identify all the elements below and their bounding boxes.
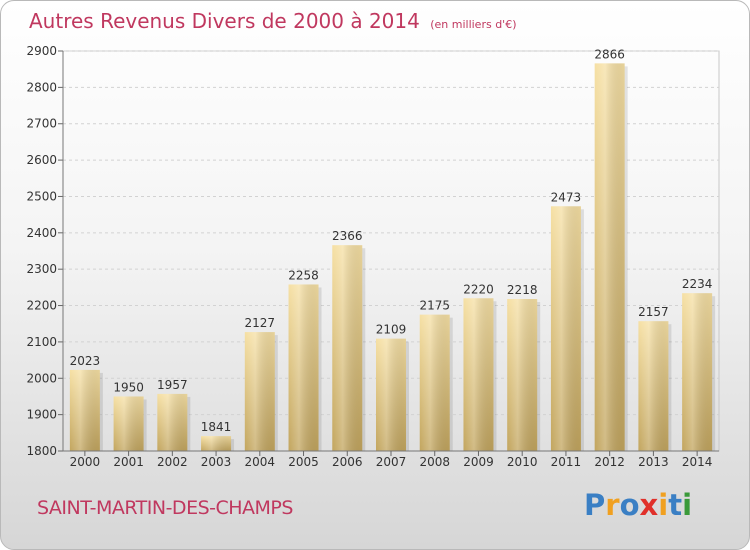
x-tick-label: 2001	[113, 455, 144, 469]
x-tick-label: 2008	[419, 455, 450, 469]
x-tick-label: 2006	[332, 455, 363, 469]
bar-group: 2023	[70, 354, 103, 451]
bar-value-label: 2234	[682, 277, 713, 291]
bar-value-label: 2127	[245, 316, 276, 330]
bar-highlight	[69, 369, 100, 451]
bar-group: 2109	[376, 323, 409, 451]
bar-highlight	[201, 436, 232, 451]
y-tick-label: 2500	[26, 189, 57, 203]
bar-group: 1841	[201, 420, 235, 451]
bar-group: 2218	[507, 283, 541, 451]
chart-subtitle: (en milliers d'€)	[430, 18, 517, 31]
bar-highlight	[288, 284, 319, 451]
y-tick-label: 2100	[26, 335, 57, 349]
bar-group: 2127	[245, 316, 278, 451]
bar-value-label: 1950	[113, 380, 144, 394]
bar-highlight	[463, 298, 494, 451]
y-tick-label: 2700	[26, 117, 57, 131]
bar-group: 2366	[332, 229, 366, 451]
logo-letter: t	[668, 488, 683, 522]
x-tick-label: 2014	[682, 455, 713, 469]
x-tick-label: 2013	[638, 455, 669, 469]
bar-value-label: 2866	[594, 47, 625, 61]
commune-name: SAINT-MARTIN-DES-CHAMPS	[37, 497, 293, 519]
bar-group: 2220	[463, 282, 497, 451]
y-tick-label: 2400	[26, 226, 57, 240]
bar-value-label: 2473	[551, 190, 582, 204]
x-tick-label: 2000	[70, 455, 101, 469]
logo-letter: o	[619, 488, 640, 522]
bar-group: 2157	[638, 305, 672, 451]
bar-value-label: 2220	[463, 282, 494, 296]
bar-value-label: 2023	[70, 354, 101, 368]
x-tick-label: 2007	[376, 455, 407, 469]
x-tick-label: 2012	[594, 455, 625, 469]
y-tick-label: 2300	[26, 262, 57, 276]
bar-value-label: 2258	[288, 268, 319, 282]
logo-letter: x	[639, 488, 659, 522]
bar-value-label: 2157	[638, 305, 669, 319]
y-tick-label: 2800	[26, 80, 57, 94]
x-tick-label: 2009	[463, 455, 494, 469]
bar-group: 1957	[157, 378, 191, 451]
bar-group: 2473	[551, 190, 584, 451]
bar-highlight	[682, 293, 713, 451]
bar-group: 2175	[419, 299, 453, 451]
bar-highlight	[550, 206, 581, 451]
x-tick-label: 2004	[245, 455, 276, 469]
x-tick-label: 2010	[507, 455, 538, 469]
x-tick-label: 2002	[157, 455, 188, 469]
bar-highlight	[157, 393, 188, 451]
bar-group: 2234	[682, 277, 716, 451]
logo-letter: i	[682, 488, 693, 522]
bar-group: 2866	[594, 47, 628, 451]
x-tick-label: 2003	[201, 455, 232, 469]
bar-group: 2258	[288, 268, 322, 451]
chart-title-text: Autres Revenus Divers de 2000 à 2014	[29, 9, 420, 33]
bar-group: 1950	[113, 380, 147, 451]
logo-letter: r	[605, 488, 620, 522]
y-tick-label: 1900	[26, 408, 57, 422]
bar-value-label: 2109	[376, 323, 407, 337]
bar-value-label: 2218	[507, 283, 538, 297]
bar-highlight	[594, 63, 625, 451]
x-tick-label: 2005	[288, 455, 319, 469]
logo-letter: P	[584, 488, 606, 522]
y-tick-label: 2900	[26, 44, 57, 58]
x-tick-label: 2011	[551, 455, 582, 469]
bar-value-label: 1841	[201, 420, 232, 434]
bar-highlight	[638, 321, 669, 451]
bar-value-label: 1957	[157, 378, 188, 392]
logo-letter: i	[658, 488, 669, 522]
bar-highlight	[113, 396, 144, 451]
bar-highlight	[244, 332, 275, 451]
bar-highlight	[507, 299, 538, 451]
chart-title: Autres Revenus Divers de 2000 à 2014 (en…	[29, 9, 517, 33]
y-tick-label: 1800	[26, 444, 57, 458]
bar-highlight	[332, 245, 363, 451]
y-tick-label: 2200	[26, 299, 57, 313]
bar-value-label: 2366	[332, 229, 363, 243]
bar-highlight	[376, 338, 406, 451]
y-tick-label: 2000	[26, 371, 57, 385]
bar-highlight	[419, 314, 450, 451]
proxiti-logo[interactable]: Proxiti	[584, 488, 692, 522]
y-tick-label: 2600	[26, 153, 57, 167]
bar-value-label: 2175	[419, 299, 450, 313]
